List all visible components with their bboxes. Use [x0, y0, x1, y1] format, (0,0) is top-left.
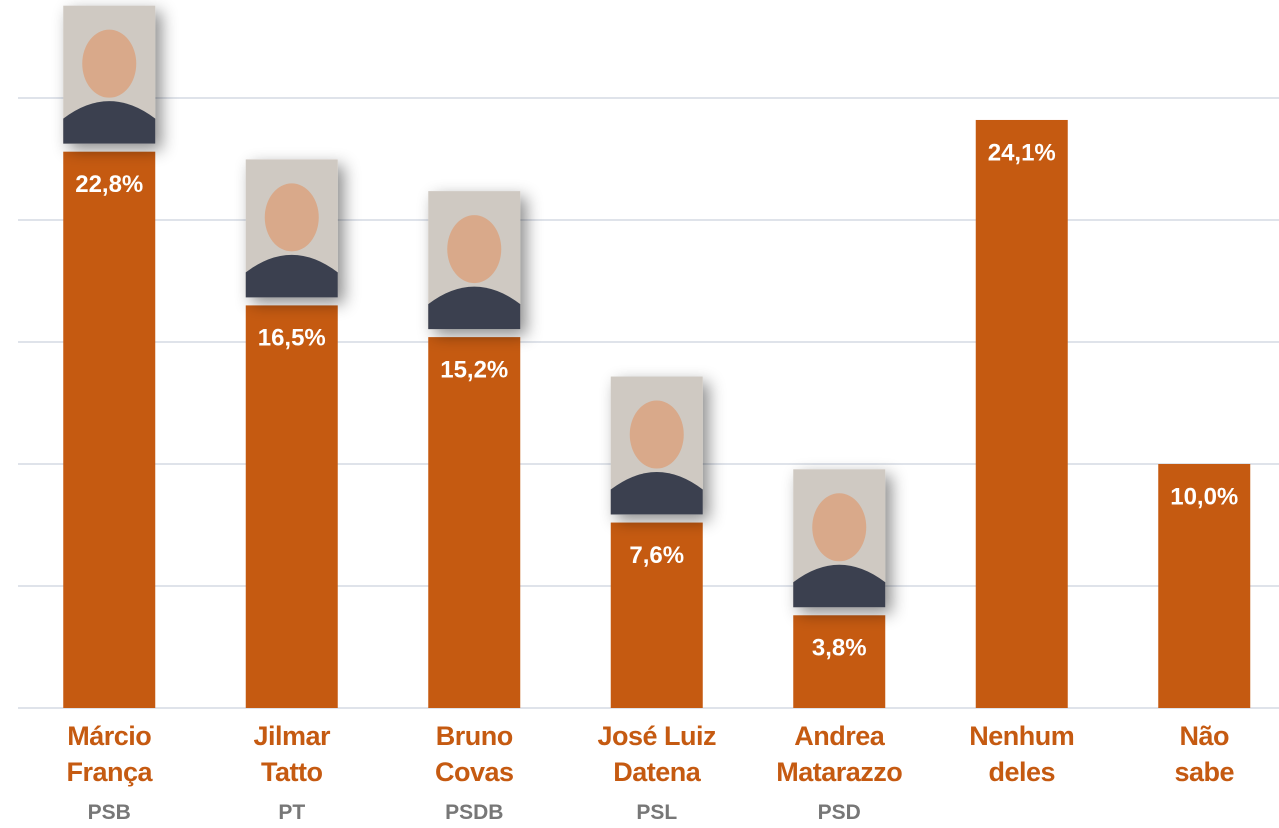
value-label: 7,6%: [629, 542, 684, 569]
photo-head: [265, 183, 319, 251]
value-label: 22,8%: [75, 171, 143, 198]
chart-svg: 22,8% 16,5% 15,2% 7,6% 3,8% 24,1% 10,0%: [0, 0, 1279, 828]
bar: [976, 120, 1068, 708]
photo-head: [447, 215, 501, 283]
bar: [246, 305, 338, 708]
x-tick-label: Nenhum deles: [932, 718, 1112, 790]
party-label: PT: [202, 801, 382, 825]
value-label: 24,1%: [988, 139, 1056, 166]
candidate-photo: [611, 377, 703, 515]
party-label: PSD: [749, 801, 929, 825]
x-tick-label: Andrea Matarazzo: [749, 718, 929, 790]
x-tick-label: Bruno Covas: [384, 718, 564, 790]
party-label: PSL: [567, 801, 747, 825]
chart: 22,8% 16,5% 15,2% 7,6% 3,8% 24,1% 10,0% Márcio…: [0, 0, 1279, 828]
value-label: 15,2%: [440, 356, 508, 383]
x-tick-label: Não sabe: [1114, 718, 1279, 790]
party-label: PSB: [19, 801, 199, 825]
bar: [428, 337, 520, 708]
party-label: PSDB: [384, 801, 564, 825]
x-tick-label: Márcio França: [19, 718, 199, 790]
value-label: 16,5%: [258, 325, 326, 352]
x-tick-label: Jilmar Tatto: [202, 718, 382, 790]
value-label: 3,8%: [812, 635, 867, 662]
photo-head: [630, 401, 684, 469]
photo-head: [82, 30, 136, 98]
bar: [63, 152, 155, 708]
candidate-photo: [63, 6, 155, 144]
candidate-photo: [246, 159, 338, 297]
value-label: 10,0%: [1170, 483, 1238, 510]
photo-head: [812, 493, 866, 561]
x-tick-label: José Luiz Datena: [567, 718, 747, 790]
candidate-photo: [793, 469, 885, 607]
candidate-photo: [428, 191, 520, 329]
bar: [793, 615, 885, 708]
